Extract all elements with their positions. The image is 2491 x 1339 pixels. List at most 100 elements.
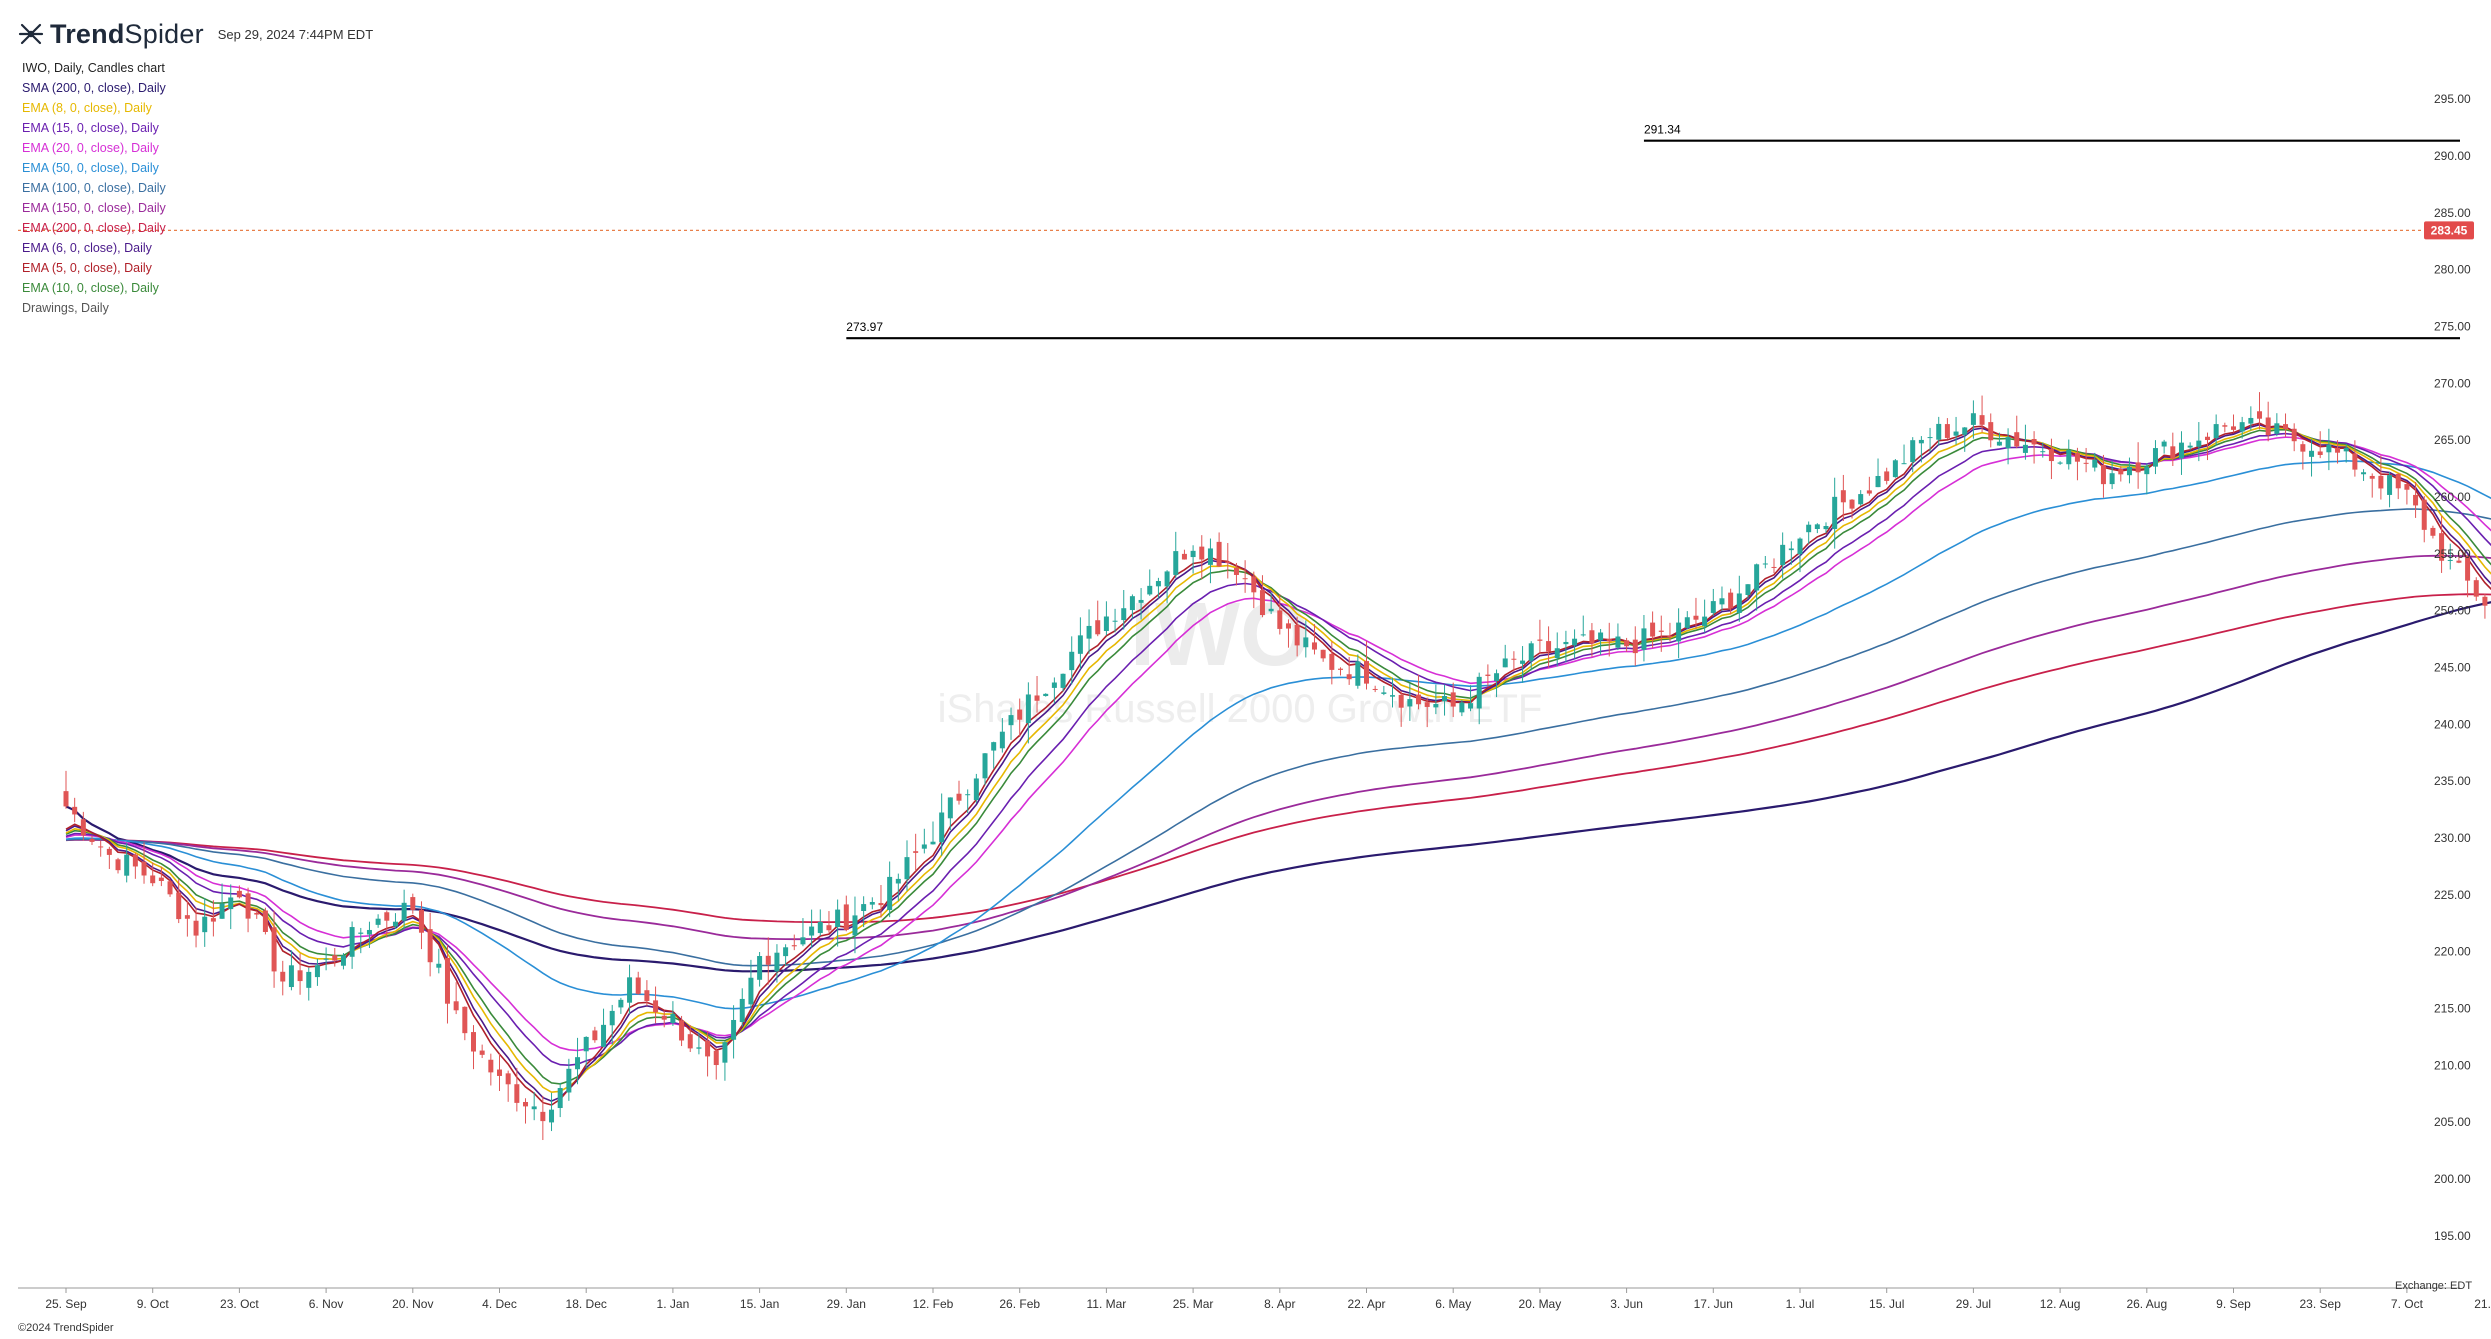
candle <box>601 1008 607 1048</box>
candle <box>1615 623 1621 651</box>
sma-200-line <box>65 601 2491 973</box>
candle <box>1572 629 1578 659</box>
candle <box>340 952 346 970</box>
candle <box>514 1067 520 1112</box>
candle <box>713 1048 719 1080</box>
legend-item-ema50[interactable]: EMA (50, 0, close), Daily <box>22 161 159 175</box>
legend-title[interactable]: IWO, Daily, Candles chart <box>22 61 165 75</box>
candle <box>453 982 459 1015</box>
candle <box>1355 654 1361 689</box>
candle <box>1173 531 1179 579</box>
candle <box>1207 538 1213 584</box>
candle <box>722 1040 728 1081</box>
candle <box>583 1036 589 1069</box>
candle <box>392 913 398 929</box>
candle <box>1095 600 1101 637</box>
x-tick-label: 12. Feb <box>913 1297 954 1311</box>
legend-item-drawings[interactable]: Drawings, Daily <box>22 301 109 315</box>
candle <box>375 914 381 928</box>
candle <box>1927 427 1933 453</box>
candle <box>306 967 312 1001</box>
candle <box>1147 569 1153 596</box>
legend-item-ema20[interactable]: EMA (20, 0, close), Daily <box>22 141 159 155</box>
x-tick-label: 20. Nov <box>392 1297 433 1311</box>
ema-10-line <box>65 428 2491 1085</box>
candle <box>1580 615 1586 637</box>
x-tick-label: 4. Dec <box>482 1297 517 1311</box>
candle <box>1069 636 1075 685</box>
legend-item-ema150[interactable]: EMA (150, 0, close), Daily <box>22 201 166 215</box>
candle <box>1329 641 1335 685</box>
candle <box>1121 590 1127 630</box>
candle <box>202 898 208 947</box>
candle <box>1702 599 1708 633</box>
y-tick-label: 210.00 <box>2434 1058 2471 1072</box>
candle <box>2100 454 2106 498</box>
candle <box>1979 395 1985 433</box>
candle <box>1728 588 1734 614</box>
candle <box>254 910 260 919</box>
x-tick-label: 23. Sep <box>2300 1297 2342 1311</box>
candle <box>609 1004 615 1045</box>
last-price-badge <box>2424 221 2474 240</box>
candle <box>1112 608 1118 633</box>
legend-item-ema8[interactable]: EMA (8, 0, close), Daily <box>22 101 152 115</box>
y-tick-label: 270.00 <box>2434 376 2471 390</box>
candle <box>470 1025 476 1070</box>
legend-item-ema10[interactable]: EMA (10, 0, close), Daily <box>22 281 159 295</box>
ema-50-line <box>65 459 2491 1010</box>
x-tick-label: 21. Oct <box>2474 1297 2491 1311</box>
x-tick-label: 8. Apr <box>1264 1297 1295 1311</box>
candle <box>644 980 650 1006</box>
candle <box>2022 424 2028 460</box>
y-tick-label: 285.00 <box>2434 206 2471 220</box>
candle <box>2178 431 2184 475</box>
candle <box>1424 697 1430 728</box>
candle <box>1771 558 1777 574</box>
candle <box>687 1025 693 1052</box>
y-tick-label: 195.00 <box>2434 1229 2471 1243</box>
candle <box>2482 593 2488 619</box>
candle <box>297 953 303 995</box>
candle <box>332 947 338 967</box>
x-tick-label: 1. Jan <box>657 1297 690 1311</box>
candle <box>973 773 979 804</box>
candle <box>1060 673 1066 692</box>
candle <box>817 909 823 936</box>
candle <box>1390 677 1396 708</box>
candle <box>1849 499 1855 519</box>
candle <box>1251 571 1257 609</box>
legend-item-ema15[interactable]: EMA (15, 0, close), Daily <box>22 121 159 135</box>
moving-averages <box>65 422 2491 1106</box>
candle <box>1086 609 1092 654</box>
candle <box>115 857 121 874</box>
candle <box>2048 438 2054 480</box>
candle <box>1892 459 1898 478</box>
y-axis: 195.00 200.00 205.00 210.00 215.00 220.00 225.… <box>2434 92 2471 1243</box>
legend-item-ema6[interactable]: EMA (6, 0, close), Daily <box>22 241 152 255</box>
candle <box>1372 685 1378 693</box>
brand-name: TrendSpider <box>50 19 204 50</box>
candle <box>670 1001 676 1026</box>
candle <box>1641 615 1647 662</box>
candle <box>1233 562 1239 586</box>
x-tick-label: 11. Mar <box>1087 1297 1127 1311</box>
legend-item-sma200[interactable]: SMA (200, 0, close), Daily <box>22 81 166 95</box>
last-price-label: 283.45 <box>2431 223 2468 237</box>
horizontal-lines[interactable]: 291.34 273.97 <box>846 123 2460 340</box>
candle <box>1693 597 1699 629</box>
legend-item-ema200[interactable]: EMA (200, 0, close), Daily <box>22 221 166 235</box>
candle <box>1494 669 1500 698</box>
candle <box>791 934 797 951</box>
candle <box>2335 440 2341 464</box>
candle <box>1103 601 1109 636</box>
legend-item-ema5[interactable]: EMA (5, 0, close), Daily <box>22 261 152 275</box>
x-tick-label: 15. Jul <box>1869 1297 1904 1311</box>
candle <box>895 873 901 902</box>
copyright: ©2024 TrendSpider <box>18 1322 114 1334</box>
legend-item-ema100[interactable]: EMA (100, 0, close), Daily <box>22 181 166 195</box>
horizontal-line-label: 291.34 <box>1644 123 1681 137</box>
candle <box>2300 441 2306 470</box>
candle <box>1346 656 1352 685</box>
